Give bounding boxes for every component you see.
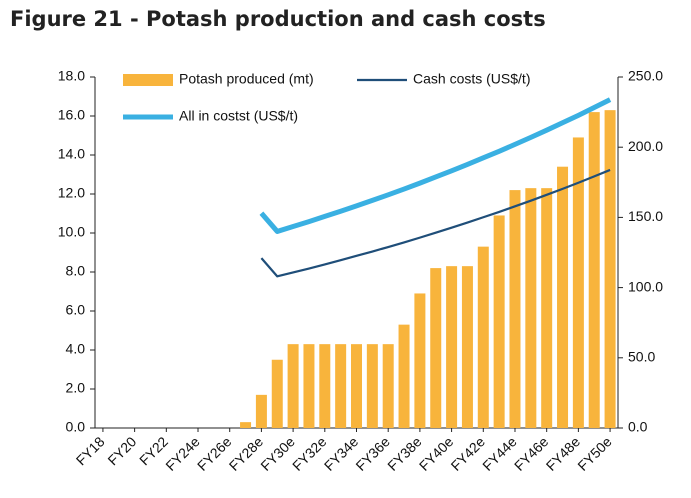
line <box>260 168 611 278</box>
x-tick-label: FY40e <box>416 433 457 474</box>
bar <box>509 190 521 428</box>
x-tick-label: FY20 <box>104 433 139 468</box>
bar <box>588 112 600 428</box>
y-tick-label: 16.0 <box>58 107 85 123</box>
bar <box>541 188 553 428</box>
legend-swatch <box>123 74 173 86</box>
x-tick-label: FY26e <box>194 433 235 474</box>
bar <box>255 394 267 428</box>
x-tick-label: FY18 <box>73 433 108 468</box>
y-tick-label: 0.0 <box>66 419 86 435</box>
x-tick-label: FY48e <box>543 433 584 474</box>
bar <box>572 137 584 428</box>
y2-tick-label: 50.0 <box>628 349 655 365</box>
bar <box>351 344 362 428</box>
bar <box>414 293 426 428</box>
bar <box>287 344 299 428</box>
y-tick-label: 12.0 <box>58 185 85 201</box>
bar <box>366 344 378 428</box>
line <box>259 97 612 234</box>
bar <box>319 344 331 428</box>
x-tick-label: FY38e <box>384 433 425 474</box>
x-tick-label: FY24e <box>162 433 203 474</box>
bar <box>271 359 283 428</box>
bar <box>477 246 489 428</box>
legend-label: Potash produced (mt) <box>179 71 314 87</box>
legend-label: All in costst (US$/t) <box>179 108 298 124</box>
y-tick-label: 14.0 <box>58 146 85 162</box>
x-tick-label: FY50e <box>574 433 615 474</box>
bar <box>446 266 458 428</box>
y2-tick-label: 200.0 <box>628 138 663 154</box>
y2-tick-label: 100.0 <box>628 278 663 294</box>
bar <box>430 268 442 428</box>
x-tick-label: FY32e <box>289 433 330 474</box>
bar <box>335 344 347 428</box>
y2-tick-label: 150.0 <box>628 208 663 224</box>
y-tick-label: 10.0 <box>58 224 85 240</box>
bar <box>303 344 315 428</box>
y-tick-label: 6.0 <box>66 302 86 318</box>
bar <box>557 166 569 428</box>
bar <box>240 422 252 428</box>
y2-tick-label: 0.0 <box>628 419 648 435</box>
y-tick-label: 2.0 <box>66 380 86 396</box>
x-tick-label: FY28e <box>226 433 267 474</box>
x-tick-label: FY30e <box>257 433 298 474</box>
legend-label: Cash costs (US$/t) <box>413 71 530 87</box>
x-tick-label: FY36e <box>352 433 393 474</box>
bar <box>461 266 473 428</box>
bar <box>382 344 394 428</box>
bar <box>493 215 505 428</box>
y2-tick-label: 250.0 <box>628 68 663 84</box>
chart-title: Figure 21 - Potash production and cash c… <box>10 7 546 31</box>
y-tick-label: 8.0 <box>66 263 86 279</box>
y-tick-label: 4.0 <box>66 341 86 357</box>
x-tick-label: FY46e <box>511 433 552 474</box>
x-tick-label: FY44e <box>479 433 520 474</box>
bar <box>398 324 410 428</box>
x-tick-label: FY42e <box>448 433 489 474</box>
y-tick-label: 18.0 <box>58 68 85 84</box>
bar <box>604 110 616 429</box>
bar <box>525 188 537 428</box>
x-tick-label: FY34e <box>321 433 362 474</box>
